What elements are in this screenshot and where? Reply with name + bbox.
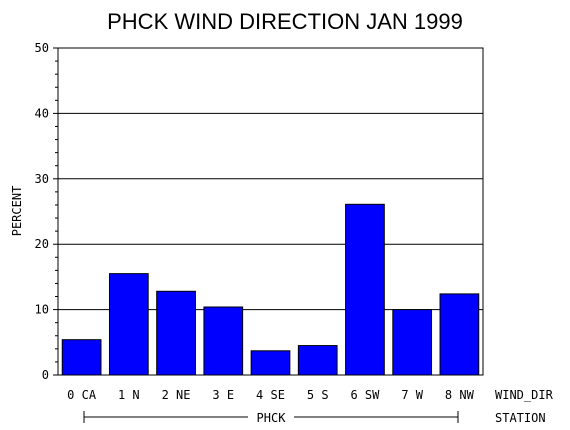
x-tick-label: 6 SW <box>350 388 380 402</box>
y-tick-label: 40 <box>35 106 49 120</box>
x-tick-label: 2 NE <box>162 388 191 402</box>
bar <box>297 345 338 376</box>
x-tick-label: 8 NW <box>445 388 475 402</box>
y-axis-label: PERCENT <box>10 186 24 237</box>
y-axis-ticks: 0 10 20 30 40 50 <box>35 41 58 382</box>
chart-title: PHCK WIND DIRECTION JAN 1999 <box>107 9 463 34</box>
bar <box>392 309 433 376</box>
x-axis-label: WIND_DIR <box>495 388 554 402</box>
bar <box>250 350 291 376</box>
bar <box>439 293 480 376</box>
station-group-label: PHCK <box>257 411 287 425</box>
y-tick-label: 10 <box>35 303 49 317</box>
y-tick-label: 20 <box>35 237 49 251</box>
y-tick-label: 0 <box>42 368 49 382</box>
x-axis-labels: 0 CA 1 N 2 NE 3 E 4 SE 5 S 6 SW 7 W 8 NW <box>67 388 474 402</box>
y-tick-label: 50 <box>35 41 49 55</box>
bar <box>203 306 244 376</box>
bar <box>108 273 149 376</box>
plot-frame <box>57 47 484 376</box>
bar <box>345 203 385 376</box>
bars <box>61 203 480 376</box>
station-label-bg <box>248 408 294 426</box>
x-tick-label: 7 W <box>401 388 423 402</box>
station-axis-label: STATION <box>495 411 546 425</box>
x-tick-label: 3 E <box>212 388 234 402</box>
x-tick-label: 4 SE <box>256 388 285 402</box>
x-tick-label: 5 S <box>307 388 329 402</box>
bar <box>61 339 102 376</box>
bar <box>156 290 196 376</box>
x-tick-label: 1 N <box>118 388 140 402</box>
x-tick-label: 0 CA <box>67 388 97 402</box>
y-tick-label: 30 <box>35 172 49 186</box>
